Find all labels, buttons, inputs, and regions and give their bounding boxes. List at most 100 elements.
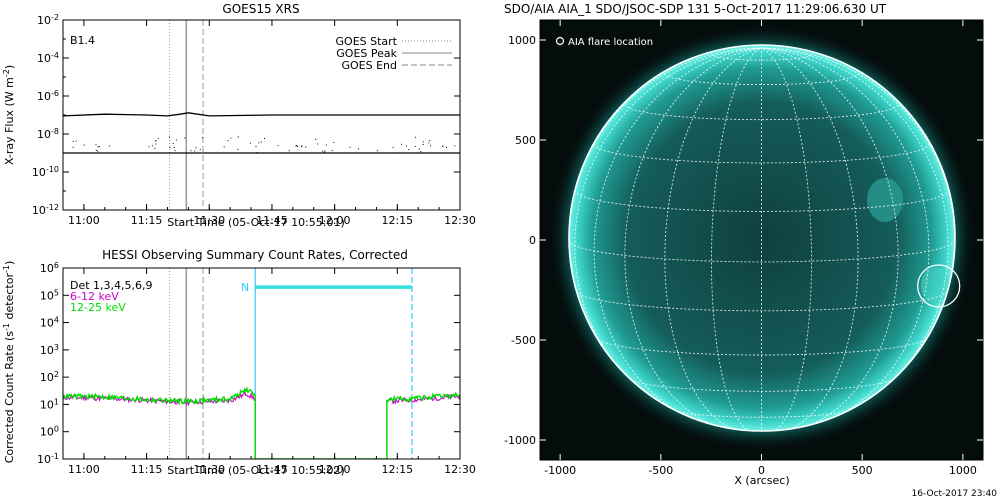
goes-noise-dot [154,147,156,149]
goes-noise-dot [331,150,333,152]
aia-xtick-label: 0 [758,464,765,477]
goes-noise-dot [184,137,186,139]
goes-noise-dot [324,150,326,152]
goes-ytick-label: 10-6 [37,89,59,104]
goes-noise-dot [324,151,325,153]
longitude-line [593,47,762,429]
aia-ytick-label: -1000 [504,434,536,447]
goes-noise-dot [400,143,402,145]
longitude-line [761,47,859,431]
goes-noise-dots [72,136,456,154]
goes-noise-dot [301,145,303,147]
goes-annotation: B1.4 [70,34,95,47]
goes-noise-dot [95,149,97,151]
goes-ytick-label: 10-2 [37,13,59,28]
goes-noise-dot [414,145,416,147]
goes-noise-dot [169,146,171,148]
goes-noise-dot [422,144,424,145]
longitude-line [711,47,762,431]
active-region [867,178,903,222]
hessi-xlabel: Start Time (05-Oct-17 10:55:02) [167,464,345,477]
aia-xtick-label: 1000 [949,464,977,477]
goes-noise-dot [265,152,267,154]
aia-ytick-label: 500 [515,134,536,147]
goes-noise-dot [446,147,447,148]
goes-noise-dot [227,140,229,142]
longitude-line [664,47,762,431]
goes-ytick-label: 10-12 [32,203,59,218]
legend-circle-icon [555,36,565,46]
goes-title: GOES15 XRS [222,2,299,16]
goes-noise-dot [72,146,74,148]
goes-noise-dot [422,141,424,143]
goes-noise-dot [194,150,196,152]
longitude-line [761,47,812,431]
goes-noise-dot [415,136,417,138]
footer-timestamp: 16-Oct-2017 23:40 [912,489,998,499]
goes-noise-dot [95,143,97,145]
goes-noise-dot [420,151,422,153]
goes-noise-dot [202,137,203,139]
goes-xtick-label: 12:30 [444,214,476,227]
latitude-line [574,190,949,212]
hessi-panel: HESSI Observing Summary Count Rates, Cor… [2,248,476,477]
goes-xtick-label: 11:15 [131,214,163,227]
goes-noise-dot [175,139,177,141]
goes-noise-dot [296,145,298,146]
latitude-line [624,104,899,121]
goes-noise-dot [199,148,201,150]
goes-noise-dot [148,146,150,148]
aia-legend: AIA flare location [568,37,653,48]
active-region-flare [921,267,949,303]
hessi-ytick-label: 103 [40,342,59,357]
goes-noise-dot [151,145,153,147]
goes-legend-label: GOES Start [336,35,398,48]
longitude-line [761,47,955,241]
goes-noise-dot [97,146,99,148]
goes-noise-dot [157,137,159,139]
aia-xtick-label: -1000 [544,464,576,477]
goes-noise-dot [418,148,420,150]
goes-noise-dot [108,145,110,147]
hessi-xtick-label: 12:00 [319,463,351,476]
sun-disk [569,45,955,431]
goes-noise-dot [349,146,351,148]
hessi-ylabel: Corrected Count Rate (s-1 detector-1) [2,261,17,464]
goes-noise-dot [429,140,431,142]
goes-xtick-label: 12:00 [319,214,351,227]
flare-location-marker [917,264,961,308]
goes-noise-dot [237,149,239,150]
hessi-xtick-label: 12:15 [381,463,413,476]
goes-noise-dot [430,145,431,147]
goes-noise-dot [155,143,157,145]
goes-noise-dot [223,146,225,148]
goes-noise-dot [260,141,262,143]
aia-title: SDO/AIA AIA_1 SDO/JSOC-SDP 131 5-Oct-201… [504,2,887,16]
hessi-legend-6-12: 6-12 keV [70,290,119,303]
goes-noise-dot [288,150,290,152]
goes-noise-dot [392,147,394,149]
night-label: N [241,281,249,294]
hessi-ytick-label: 102 [40,370,59,385]
latitude-line [594,337,929,356]
longitude-line [569,47,762,241]
hessi-xtick-label: 11:30 [193,463,225,476]
hessi-xtick-label: 12:30 [444,463,476,476]
goes-noise-dot [454,145,456,147]
latitude-line [593,143,930,164]
goes-noise-dot [300,146,302,148]
goes-noise-dot [315,138,317,140]
goes-xtick-label: 12:15 [381,214,413,227]
goes-noise-dot [183,152,185,154]
sun-limb [568,44,956,432]
hessi-title: HESSI Observing Summary Count Rates, Cor… [102,248,408,262]
goes-noise-dot [255,146,257,148]
goes-noise-dot [442,145,444,147]
goes-noise-dot [256,152,258,154]
goes-noise-dot [172,143,174,144]
goes-noise-dot [376,150,378,152]
goes-noise-dot [190,150,192,152]
hessi-xtick-label: 11:15 [131,463,163,476]
goes-noise-dot [258,142,260,144]
